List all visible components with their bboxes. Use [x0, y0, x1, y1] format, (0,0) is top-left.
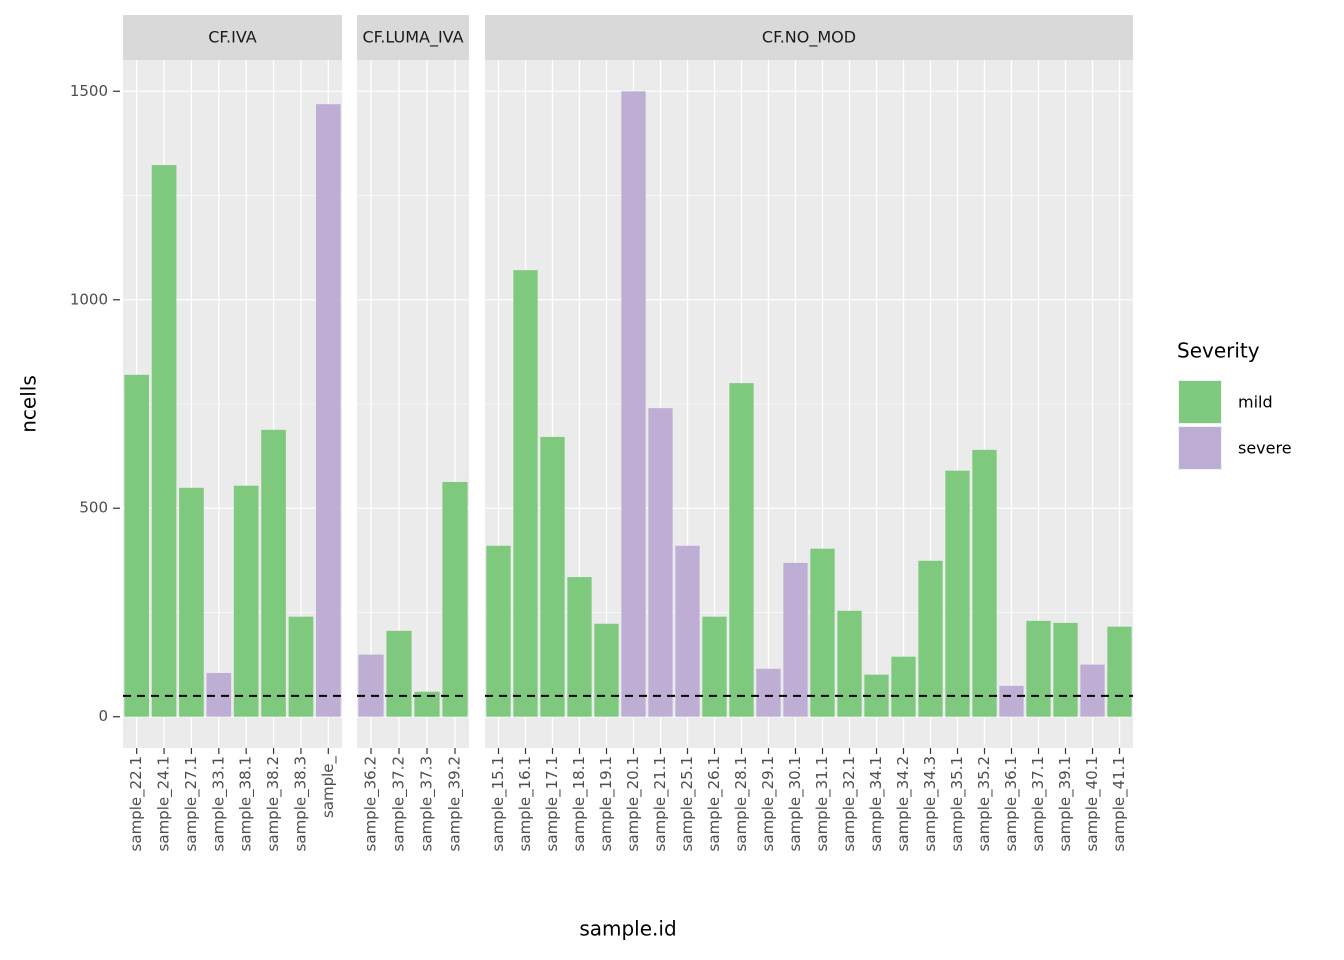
x-tick-label: sample_34.1: [867, 756, 886, 851]
bar: [179, 487, 204, 717]
facet-title: CF.NO_MOD: [762, 28, 856, 48]
bar: [648, 408, 673, 717]
bar: [486, 545, 511, 717]
bar: [783, 562, 808, 717]
bar: [540, 436, 565, 717]
legend-label: mild: [1238, 393, 1273, 412]
x-tick-label: sample_26.1: [705, 756, 724, 851]
bar: [1080, 664, 1105, 717]
bar: [756, 668, 781, 717]
x-axis-title: sample.id: [579, 917, 676, 941]
x-tick-label: sample_38.3: [291, 756, 310, 851]
bar: [621, 91, 646, 717]
x-tick-label: sample_15.1: [489, 756, 508, 851]
x-tick-label: sample_16.1: [516, 756, 535, 851]
x-tick-label: sample_32.1: [840, 756, 859, 851]
legend-swatch: [1179, 427, 1221, 469]
x-tick-label: sample_38.2: [264, 756, 283, 851]
x-tick-label: sample_36.1: [1002, 756, 1021, 851]
bar: [1107, 626, 1132, 717]
bar: [702, 616, 727, 717]
y-tick-label: 500: [79, 499, 108, 517]
bar: [972, 449, 997, 717]
x-tick-label: sample_35.2: [975, 756, 994, 851]
x-tick-label: sample_34.3: [921, 756, 940, 851]
x-tick-label: sample_37.3: [418, 756, 437, 851]
bar: [261, 429, 286, 717]
x-tick-label: sample_27.1: [182, 756, 201, 851]
x-tick-label: sample_33.1: [209, 756, 228, 851]
strip-background: [357, 15, 469, 60]
bar: [729, 383, 754, 717]
x-tick-label: sample_17.1: [543, 756, 562, 851]
bar: [124, 374, 150, 717]
x-tick-label: sample_35.1: [948, 756, 967, 851]
x-tick-label: sample_30.1: [786, 756, 805, 851]
x-tick-label: sample_40.1: [1083, 756, 1102, 851]
x-tick-label: sample_37.1: [1029, 756, 1048, 851]
x-tick-label: sample_39.2: [446, 756, 465, 851]
bar: [1053, 622, 1078, 717]
bar: [288, 616, 314, 717]
bar: [206, 672, 232, 717]
legend-label: severe: [1238, 439, 1292, 458]
x-tick-label: sample_38.1: [237, 756, 256, 851]
x-tick-label: sample_20.1: [624, 756, 643, 851]
bar: [151, 165, 177, 717]
y-axis-title: ncells: [17, 375, 41, 433]
bar: [891, 656, 916, 717]
bar: [358, 654, 384, 717]
x-tick-label: sample_31.1: [813, 756, 832, 851]
bar: [945, 470, 970, 717]
x-tick-label: sample_39.1: [1056, 756, 1075, 851]
x-tick-label: sample_22.1: [127, 756, 146, 851]
x-tick-label: sample_28.1: [732, 756, 751, 851]
facet-title: CF.IVA: [208, 28, 257, 47]
x-tick-label: sample_24.1: [155, 756, 174, 851]
x-tick-label: sample_19.1: [597, 756, 616, 851]
x-tick-label: sample_29.1: [759, 756, 778, 851]
y-tick-label: 0: [98, 707, 108, 725]
bar: [1026, 620, 1051, 717]
bar: [233, 485, 259, 717]
bar: [837, 610, 862, 717]
legend-title: Severity: [1177, 339, 1260, 363]
strip-background: [485, 15, 1133, 60]
bar: [918, 560, 943, 717]
bar: [594, 623, 619, 717]
x-tick-label: sample_18.1: [570, 756, 589, 851]
x-tick-label: sample_36.2: [362, 756, 381, 851]
x-tick-label: sample_21.1: [651, 756, 670, 851]
y-tick-label: 1500: [70, 82, 108, 100]
bar: [567, 577, 592, 717]
facet-title: CF.LUMA_IVA: [362, 28, 463, 48]
y-tick-label: 1000: [70, 290, 108, 308]
x-tick-label: sample_: [319, 756, 338, 819]
bar: [810, 548, 835, 717]
legend-swatch: [1179, 381, 1221, 423]
bar: [999, 685, 1024, 717]
x-tick-label: sample_34.2: [894, 756, 913, 851]
bar: [386, 630, 412, 717]
bar: [675, 545, 700, 717]
bar: [315, 104, 341, 717]
x-tick-label: sample_25.1: [678, 756, 697, 851]
bar: [513, 270, 538, 717]
bar: [442, 481, 468, 717]
x-tick-label: sample_37.2: [390, 756, 409, 851]
x-tick-label: sample_41.1: [1110, 756, 1129, 851]
strip-background: [123, 15, 342, 60]
